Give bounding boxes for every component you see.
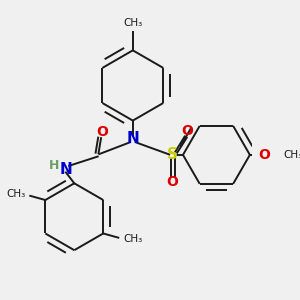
Text: O: O (259, 148, 270, 162)
Text: O: O (181, 124, 193, 139)
Text: H: H (49, 159, 59, 172)
Text: CH₃: CH₃ (6, 189, 25, 199)
Text: O: O (166, 176, 178, 190)
Text: O: O (96, 125, 108, 139)
Text: CH₃: CH₃ (123, 18, 142, 28)
Text: CH₃: CH₃ (123, 234, 142, 244)
Text: N: N (59, 162, 72, 177)
Text: S: S (167, 147, 178, 162)
Text: N: N (126, 131, 139, 146)
Text: CH₃: CH₃ (283, 150, 300, 160)
